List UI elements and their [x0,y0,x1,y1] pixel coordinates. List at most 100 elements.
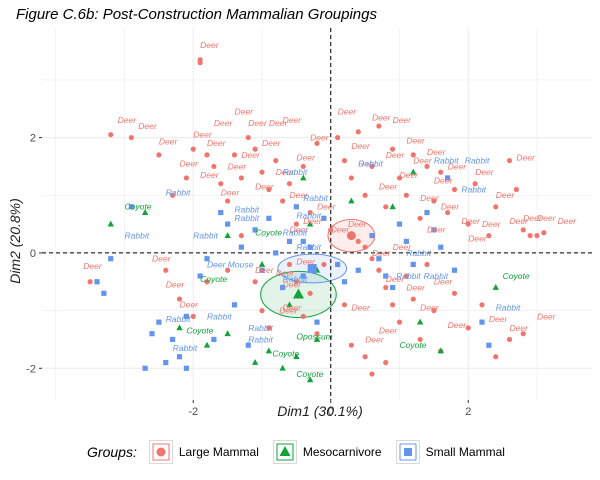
point-large-mammal [383,359,389,366]
point-small-mammal [410,261,416,268]
point-label: Rabbit [303,193,328,203]
point-label: Rabbit [283,167,308,177]
point-label: Rabbit [283,274,308,284]
point-label: Rabbit [166,314,191,324]
point-small-mammal [176,354,183,360]
point-small-mammal [94,279,100,285]
point-label: Rabbit [434,156,459,166]
point-small-mammal [211,336,217,343]
point-large-mammal [383,204,389,210]
point-label: Deer [558,216,578,226]
point-large-mammal [396,175,403,181]
point-label: Deer [221,187,241,197]
point-large-mammal [300,163,306,170]
point-large-mammal [211,163,217,170]
point-label: Deer [510,323,530,333]
point-label: Deer [200,170,220,180]
y-tick-label: 2 [30,133,36,145]
point-label: Rabbit [248,323,273,333]
point-large-mammal [341,158,348,164]
point-large-mammal [403,192,409,198]
point-small-mammal [245,342,251,348]
point-large-mammal [362,192,368,198]
point-large-mammal [362,244,368,250]
point-label: Rabbit [173,343,198,353]
point-label: Deer [393,242,413,252]
point-mesocarnivore [251,359,259,365]
point-label: Deer [379,326,399,336]
point-mesocarnivore [293,353,300,360]
point-large-mammal [417,336,423,343]
point-label: Deer [372,112,392,122]
point-label: Rabbit [248,334,273,344]
point-large-mammal [369,371,375,377]
point-label: Deer [351,303,371,313]
point-label: Rabbit [283,228,308,238]
point-large-mammal [417,215,423,221]
point-large-mammal [376,267,382,273]
point-small-mammal [486,342,492,348]
point-label: Rabbit [235,213,260,223]
point-large-mammal [541,230,547,236]
point-small-mammal [252,227,258,233]
point-large-mammal [493,204,499,210]
point-large-mammal [362,354,368,360]
point-mesocarnivore [313,335,321,342]
reference-lines [42,28,592,400]
point-label: Deer [338,107,358,117]
legend-key-mesocarnivore [272,440,297,464]
point-large-mammal [252,146,258,152]
point-small-mammal [128,204,134,210]
point-label: Deer [406,135,426,145]
point-small-mammal [479,319,485,325]
point-large-mammal [506,158,513,164]
point-label: Deer [290,190,310,200]
y-tick-label: -2 [26,363,36,375]
point-small-mammal [376,256,382,262]
point-large-mammal [390,146,396,152]
point-small-mammal [170,336,176,343]
point-label: Deer [510,216,530,226]
point-mesocarnivore [389,203,396,210]
point-large-mammal [376,123,382,129]
point-mesocarnivore [224,232,231,239]
point-small-mammal [293,204,299,210]
point-label: Rabbit [465,156,490,166]
point-mesocarnivore [492,284,499,290]
point-small-mammal [259,267,265,273]
point-label: Coyote [503,271,530,281]
point-large-mammal [218,181,224,187]
point-small-mammal [183,365,189,371]
legend-key-small-mammal [395,440,420,464]
point-large-mammal [328,227,334,233]
centroid-mesocarnivore [292,288,304,299]
point-label: Rabbit [406,248,431,258]
point-mesocarnivore [141,209,149,215]
point-large-mammal [390,302,396,308]
legend-item-small-mammal: Small Mammal [395,440,505,464]
point-large-mammal [369,163,375,170]
point-label: Deer [296,153,316,163]
point-label: Deer [537,311,557,321]
point-label: Deer [496,190,516,200]
point-small-mammal [431,227,437,233]
point-small-mammal [101,290,107,296]
point-label: Deer [118,115,138,125]
point-mesocarnivore [279,364,286,371]
point-large-mammal [245,134,251,141]
point-label: Coyote [255,228,282,238]
point-large-mammal [424,163,430,170]
centroid-large-mammal [346,231,356,241]
point-label: Deer [83,261,103,271]
point-large-mammal [300,313,306,319]
point-large-mammal [369,256,375,262]
point-small-mammal [156,319,162,325]
point-large-mammal [225,267,231,273]
legend-key-large-mammal [148,440,173,464]
point-small-mammal [108,256,114,262]
point-label: Rabbit [461,184,486,194]
point-large-mammal [266,186,272,193]
point-label: Deer [283,115,303,125]
point-label: Deer [317,202,337,212]
point-label: Deer [489,314,509,324]
